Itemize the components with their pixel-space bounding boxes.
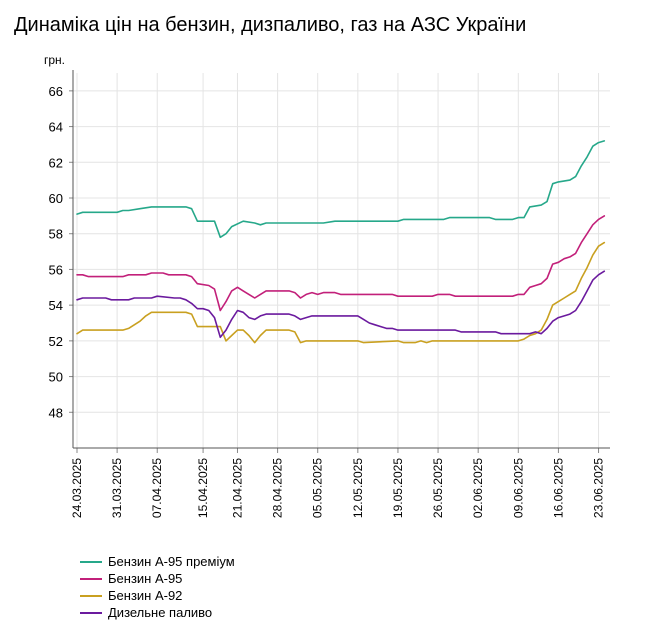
y-tick-label: 56 [49, 262, 63, 277]
x-tick-label: 09.06.2025 [511, 458, 525, 518]
x-tick-label: 26.05.2025 [431, 458, 445, 518]
chart-title: Динаміка цін на бензин, дизпаливо, газ н… [14, 14, 527, 36]
series-line-3 [76, 241, 606, 344]
x-tick-label: 19.05.2025 [391, 458, 405, 518]
x-tick-label: 24.03.2025 [70, 458, 84, 518]
legend-item: Бензин А-95 преміум [80, 553, 235, 570]
x-tick-label: 02.06.2025 [471, 458, 485, 518]
x-tick-label: 05.05.2025 [311, 458, 325, 518]
legend-label: Дизельне паливо [108, 605, 213, 620]
legend-swatch [80, 594, 102, 597]
x-axis-ticks: 24.03.2025 31.03.2025 07.04.2025 15.04.2025… [70, 448, 606, 518]
y-axis-unit-label: грн. [44, 53, 66, 67]
y-tick-label: 60 [49, 191, 63, 206]
x-tick-label: 31.03.2025 [110, 458, 124, 518]
y-tick-label: 52 [49, 334, 63, 349]
line-chart: 48 50 52 54 56 58 60 62 64 66 24.03.2025 31.03.202… [49, 70, 610, 518]
legend-item: Бензин А-95 [80, 570, 235, 587]
legend-label: Бензин А-92 [108, 588, 183, 603]
x-tick-label: 12.05.2025 [351, 458, 365, 518]
legend-item: Бензин А-92 [80, 587, 235, 604]
series-line-1 [76, 140, 606, 239]
legend-item: Дизельне паливо [80, 604, 235, 621]
y-tick-label: 54 [49, 298, 63, 313]
x-tick-label: 21.04.2025 [230, 458, 244, 518]
y-tick-label: 62 [49, 155, 63, 170]
x-tick-label: 16.06.2025 [551, 458, 565, 518]
chart-axes [72, 70, 610, 449]
legend-label: Бензин А-95 преміум [108, 554, 235, 569]
legend-swatch [80, 577, 102, 580]
x-tick-label: 07.04.2025 [150, 458, 164, 518]
x-tick-label: 28.04.2025 [271, 458, 285, 518]
series-line-4 [76, 270, 606, 339]
legend-swatch [80, 560, 102, 563]
y-tick-label: 48 [49, 405, 63, 420]
x-tick-label: 23.06.2025 [592, 458, 606, 518]
y-axis-ticks: 48 50 52 54 56 58 60 62 64 66 [49, 84, 73, 420]
chart-grid [73, 73, 610, 448]
y-tick-label: 66 [49, 84, 63, 99]
chart-legend: Бензин А-95 преміум Бензин А-95 Бензин А-9… [80, 553, 235, 621]
x-tick-label: 15.04.2025 [196, 458, 210, 518]
y-tick-label: 50 [49, 370, 63, 385]
legend-label: Бензин А-95 [108, 571, 183, 586]
y-tick-label: 58 [49, 227, 63, 242]
y-tick-label: 64 [49, 120, 63, 135]
legend-swatch [80, 611, 102, 614]
series-line-2 [76, 215, 606, 312]
chart-series-lines [76, 140, 606, 344]
